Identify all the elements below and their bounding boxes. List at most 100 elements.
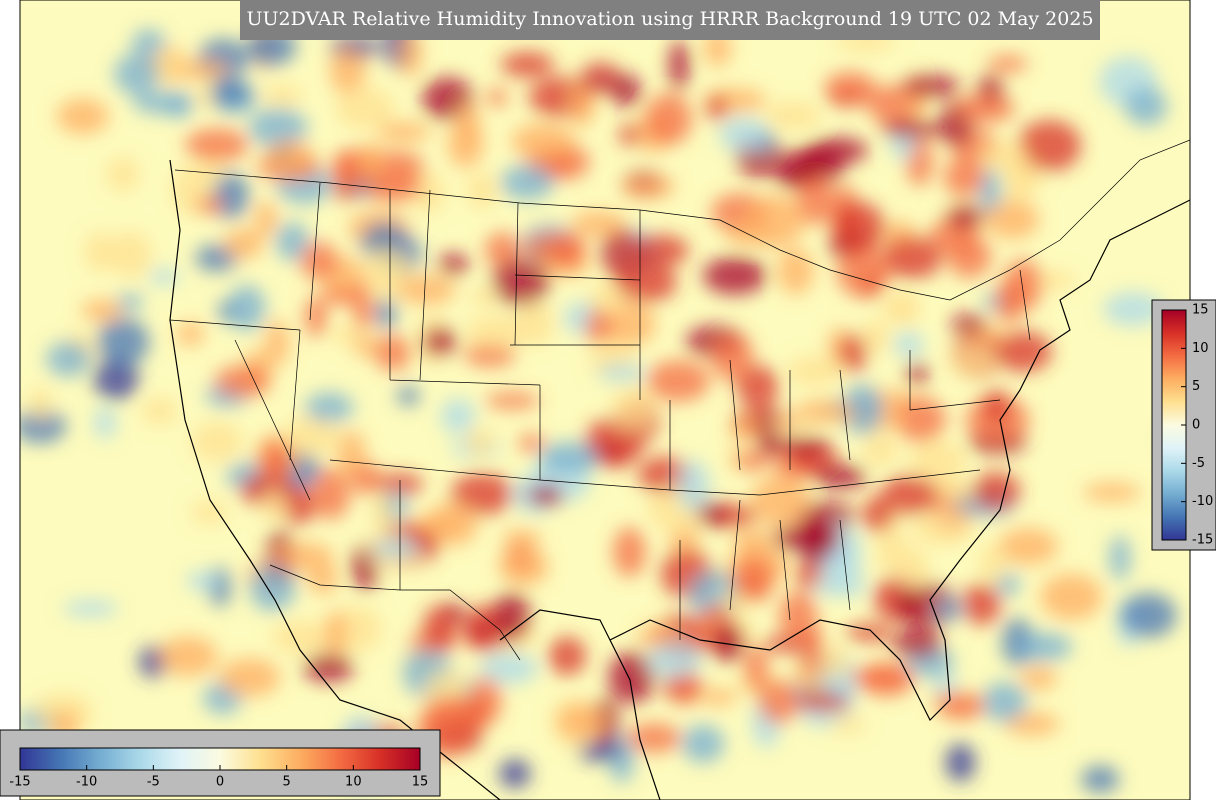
- innovation-blob: [681, 724, 725, 763]
- innovation-blob: [93, 358, 139, 400]
- innovation-blob: [397, 29, 423, 78]
- innovation-blob: [451, 473, 514, 515]
- innovation-blob: [486, 88, 508, 107]
- innovation-blob: [350, 463, 384, 495]
- innovation-blob: [1017, 119, 1082, 172]
- innovation-blob: [996, 331, 1052, 373]
- innovation-blob: [839, 333, 868, 373]
- innovation-blob: [777, 247, 814, 295]
- innovation-blob: [571, 211, 627, 237]
- innovation-blob: [796, 176, 835, 225]
- innovation-blob: [177, 59, 229, 81]
- innovation-blob: [249, 564, 296, 612]
- innovation-blob: [321, 287, 361, 305]
- innovation-blob: [946, 205, 984, 229]
- innovation-blob: [861, 433, 898, 467]
- innovation-blob: [375, 298, 397, 329]
- innovation-blob: [303, 652, 354, 682]
- innovation-blob: [261, 84, 303, 107]
- innovation-blob: [548, 636, 587, 676]
- mexico-border: [269, 564, 521, 661]
- innovation-blob: [117, 293, 143, 312]
- innovation-blob: [860, 320, 890, 354]
- innovation-blob: [597, 363, 647, 382]
- innovation-blob: [191, 500, 228, 524]
- innovation-blob: [271, 620, 333, 655]
- innovation-blob: [580, 62, 621, 94]
- innovation-blob: [1020, 666, 1057, 691]
- innovation-blob: [464, 342, 516, 367]
- innovation-blob: [218, 658, 281, 697]
- innovation-blob: [371, 494, 394, 532]
- innovation-blob: [962, 583, 1001, 625]
- innovation-blob: [937, 694, 985, 720]
- innovation-blob: [539, 441, 600, 474]
- innovation-blob: [905, 362, 929, 384]
- innovation-blob: [307, 563, 339, 594]
- innovation-blob: [1004, 259, 1043, 311]
- innovation-blob: [423, 327, 457, 356]
- innovation-blob: [979, 544, 1005, 583]
- innovation-blob: [1014, 632, 1073, 662]
- innovation-blob: [787, 356, 844, 386]
- innovation-blob: [987, 55, 1028, 73]
- innovation-blob: [733, 529, 773, 551]
- innovation-blob: [479, 652, 538, 685]
- innovation-blob: [981, 682, 1028, 722]
- innovation-blob: [265, 139, 314, 176]
- title-box: [240, 0, 1100, 40]
- innovation-blob: [814, 464, 867, 489]
- innovation-blob: [1120, 593, 1177, 638]
- innovation-blob: [744, 195, 805, 248]
- innovation-blob: [772, 524, 834, 552]
- innovation-blob: [836, 246, 890, 298]
- innovation-blob: [556, 703, 607, 740]
- innovation-blob: [191, 421, 243, 462]
- innovation-blob: [110, 231, 152, 279]
- innovation-blob: [466, 172, 498, 209]
- map-background: [20, 0, 1190, 800]
- innovation-blob: [895, 396, 946, 443]
- innovation-blob: [377, 122, 431, 143]
- innovation-blob: [195, 196, 224, 214]
- innovation-blob: [94, 406, 116, 440]
- innovation-blob: [676, 460, 710, 512]
- innovation-blob: [210, 80, 251, 105]
- innovation-blob: [893, 331, 924, 357]
- colorbar-tick-label: 15: [1192, 303, 1209, 318]
- innovation-blob: [758, 680, 799, 724]
- innovation-blob: [702, 256, 767, 295]
- innovation-blob: [711, 333, 754, 381]
- innovation-blob: [324, 610, 348, 658]
- innovation-blob: [311, 468, 350, 520]
- innovation-blob: [1124, 87, 1168, 126]
- innovation-blob: [646, 360, 710, 402]
- innovation-blob: [275, 222, 310, 261]
- innovation-blob: [254, 200, 277, 238]
- innovation-blob: [500, 52, 555, 78]
- innovation-blob: [569, 81, 595, 127]
- innovation-blob: [842, 383, 882, 435]
- innovation-blob: [261, 450, 290, 474]
- innovation-blob: [736, 365, 779, 407]
- innovation-blob: [284, 415, 341, 456]
- innovation-blob: [377, 473, 424, 496]
- innovation-blob: [469, 676, 502, 725]
- innovation-blob: [945, 743, 976, 782]
- colorbar-tick-label: -5: [147, 775, 160, 790]
- innovation-blob: [502, 529, 541, 548]
- innovation-blob: [829, 715, 866, 734]
- innovation-blob: [902, 75, 960, 98]
- innovation-blob: [438, 253, 469, 275]
- innovation-blob: [465, 315, 527, 348]
- innovation-blob: [1040, 573, 1103, 620]
- innovation-blob: [46, 341, 91, 377]
- innovation-blob: [397, 386, 420, 406]
- innovation-blob: [63, 600, 119, 617]
- innovation-blob: [983, 389, 1010, 424]
- map: [20, 0, 1190, 800]
- innovation-blob: [248, 107, 308, 148]
- innovation-blob: [518, 433, 545, 453]
- innovation-blob: [499, 547, 549, 586]
- innovation-blob: [305, 392, 354, 423]
